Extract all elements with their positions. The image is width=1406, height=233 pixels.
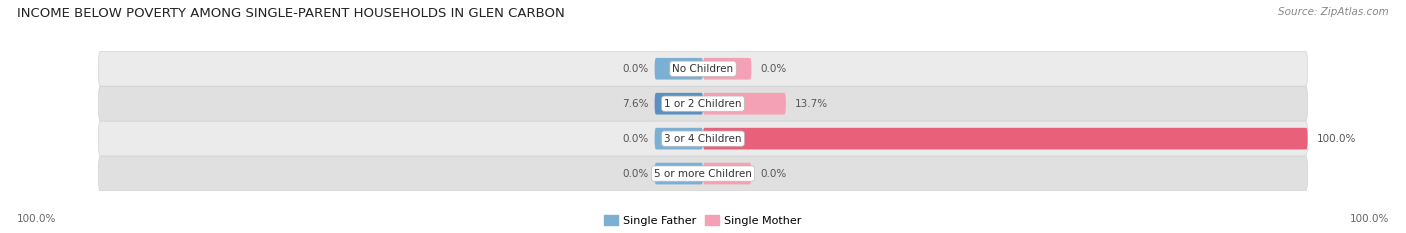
Text: 0.0%: 0.0%	[623, 64, 648, 74]
FancyBboxPatch shape	[98, 156, 1308, 191]
Text: INCOME BELOW POVERTY AMONG SINGLE-PARENT HOUSEHOLDS IN GLEN CARBON: INCOME BELOW POVERTY AMONG SINGLE-PARENT…	[17, 7, 565, 20]
Text: 5 or more Children: 5 or more Children	[654, 169, 752, 178]
Text: 0.0%: 0.0%	[623, 169, 648, 178]
Text: 0.0%: 0.0%	[623, 134, 648, 144]
Text: 1 or 2 Children: 1 or 2 Children	[664, 99, 742, 109]
FancyBboxPatch shape	[98, 86, 1308, 121]
FancyBboxPatch shape	[703, 163, 751, 185]
Text: 100.0%: 100.0%	[1316, 134, 1355, 144]
Text: 13.7%: 13.7%	[794, 99, 828, 109]
FancyBboxPatch shape	[98, 51, 1308, 86]
FancyBboxPatch shape	[655, 93, 703, 114]
Text: 7.6%: 7.6%	[621, 99, 648, 109]
FancyBboxPatch shape	[655, 58, 703, 79]
Text: 100.0%: 100.0%	[1350, 214, 1389, 224]
Text: No Children: No Children	[672, 64, 734, 74]
FancyBboxPatch shape	[703, 58, 751, 79]
FancyBboxPatch shape	[655, 128, 703, 150]
Legend: Single Father, Single Mother: Single Father, Single Mother	[600, 211, 806, 230]
Text: Source: ZipAtlas.com: Source: ZipAtlas.com	[1278, 7, 1389, 17]
FancyBboxPatch shape	[98, 121, 1308, 156]
Text: 0.0%: 0.0%	[761, 64, 787, 74]
FancyBboxPatch shape	[703, 128, 1308, 150]
Text: 3 or 4 Children: 3 or 4 Children	[664, 134, 742, 144]
Text: 100.0%: 100.0%	[17, 214, 56, 224]
Text: 0.0%: 0.0%	[761, 169, 787, 178]
FancyBboxPatch shape	[655, 163, 703, 185]
FancyBboxPatch shape	[703, 93, 786, 114]
